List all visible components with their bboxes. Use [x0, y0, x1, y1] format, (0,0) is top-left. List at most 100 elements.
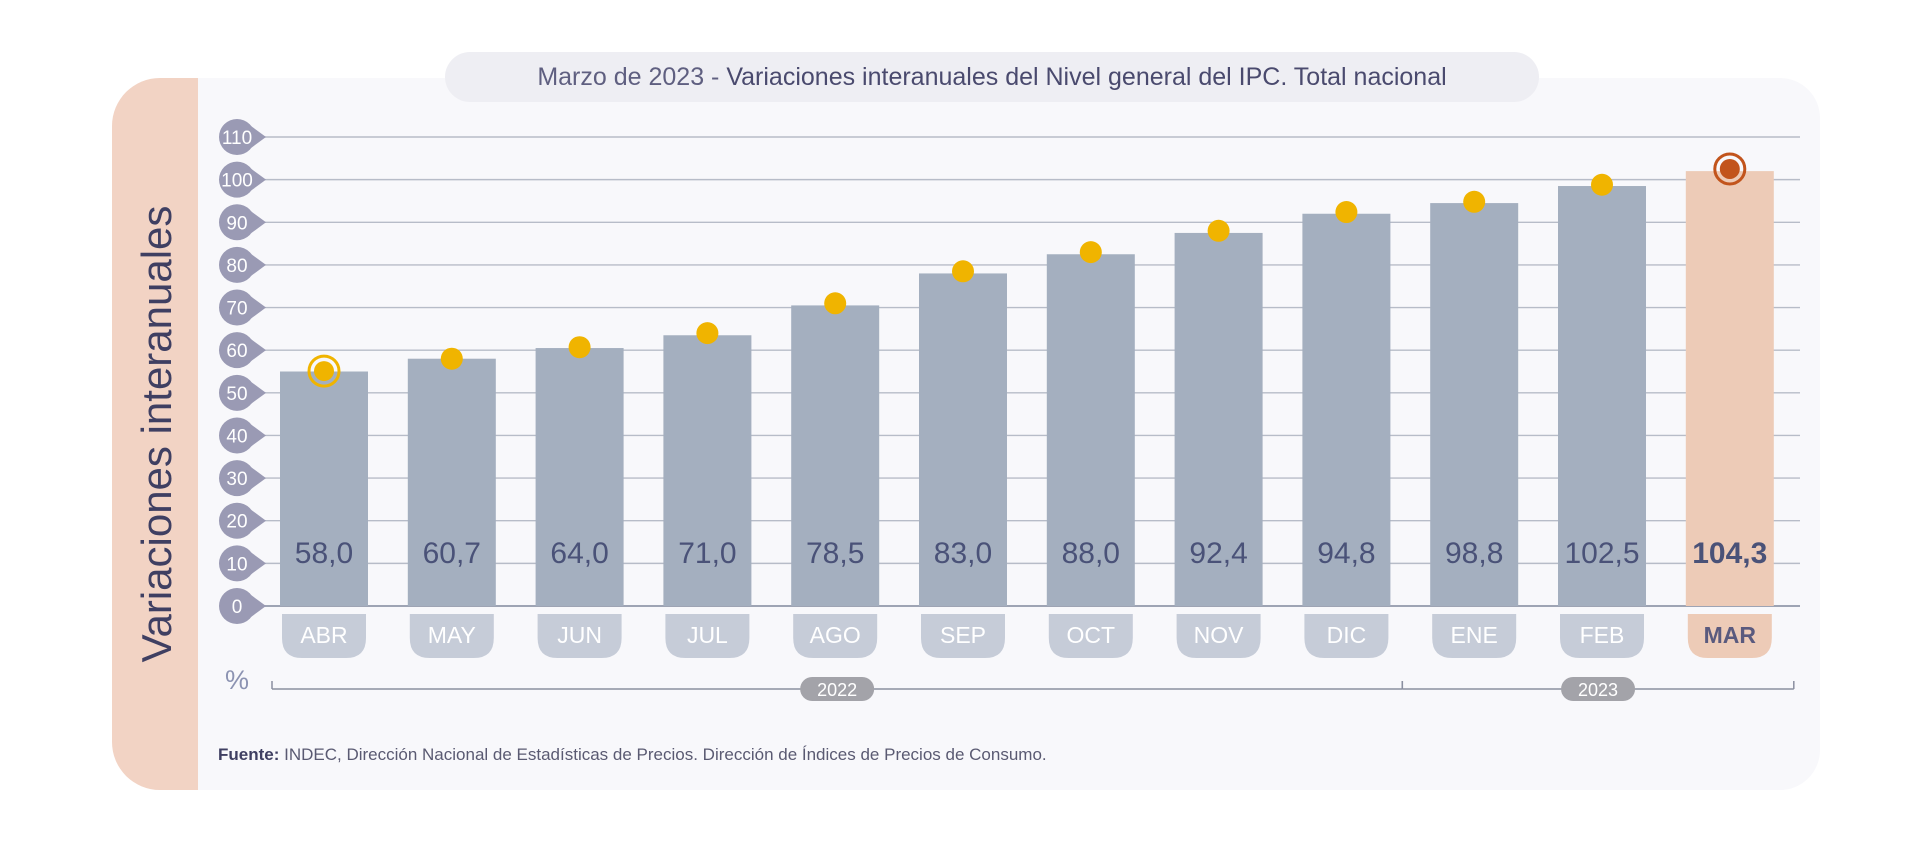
tick-bubble-pointer	[251, 126, 266, 148]
tick-bubble	[219, 204, 255, 241]
tick-bubble-pointer	[251, 296, 266, 319]
data-label: 78,5	[806, 537, 864, 570]
tick-bubble-pointer	[251, 467, 266, 490]
tick-bubble	[219, 588, 255, 624]
y-tick-label: 100	[221, 171, 253, 192]
tick-bubble-pointer	[251, 339, 266, 362]
tick-bubble-pointer	[251, 253, 266, 276]
bar	[535, 348, 624, 606]
year-label: 2023	[1578, 680, 1618, 700]
data-label: 88,0	[1062, 537, 1120, 570]
chart-title: Marzo de 2023 - Variaciones interanuales…	[445, 52, 1539, 102]
marker-point	[1207, 219, 1230, 242]
month-pill	[1304, 614, 1389, 658]
marker-point	[696, 322, 719, 345]
x-tick-label: MAY	[428, 622, 476, 648]
marker-point	[568, 336, 591, 359]
x-tick-label: DIC	[1327, 622, 1367, 648]
y-tick-label: 30	[226, 469, 247, 490]
y-tick-label: 110	[222, 128, 252, 149]
data-label: 60,7	[423, 537, 481, 570]
bar	[1046, 254, 1135, 606]
month-pill	[665, 614, 750, 658]
bar	[280, 371, 368, 606]
x-tick-label: MAR	[1704, 622, 1757, 648]
data-label: 71,0	[678, 537, 736, 570]
bar	[1685, 171, 1774, 607]
year-badge	[800, 677, 875, 701]
y-tick-label: 40	[226, 426, 247, 447]
tick-bubble	[219, 502, 255, 539]
tick-bubble-pointer	[251, 211, 266, 234]
marker-point	[1719, 158, 1740, 179]
marker-ring	[307, 354, 341, 388]
source-note: Fuente: INDEC, Dirección Nacional de Est…	[218, 745, 1047, 765]
month-pill	[1176, 614, 1261, 658]
y-tick-label: 90	[226, 213, 247, 234]
x-tick-label: AGO	[810, 622, 861, 648]
month-pill	[537, 614, 622, 658]
y-tick-label: 60	[226, 341, 247, 362]
data-label: 58,0	[295, 537, 353, 570]
bar	[919, 273, 1007, 606]
tick-bubble	[219, 119, 255, 155]
data-label: 92,4	[1189, 537, 1247, 570]
marker-point	[314, 361, 334, 382]
month-pill	[1560, 614, 1644, 658]
x-tick-label: FEB	[1580, 622, 1625, 648]
y-tick-label: 70	[226, 299, 247, 320]
tick-bubble	[219, 374, 255, 411]
marker-point	[440, 347, 463, 370]
marker-point	[1335, 201, 1358, 224]
year-label: 2022	[817, 680, 857, 700]
marker-point	[1079, 241, 1102, 264]
tick-bubble	[219, 545, 255, 582]
side-panel	[112, 78, 202, 790]
unit-label: %	[225, 665, 249, 695]
x-tick-label: OCT	[1067, 622, 1116, 648]
x-tick-label: NOV	[1194, 622, 1245, 648]
marker-point	[952, 260, 974, 283]
month-pill	[921, 614, 1005, 658]
bar	[1174, 232, 1263, 606]
x-tick-label: SEP	[940, 622, 986, 648]
tick-bubble	[219, 417, 255, 454]
tick-bubble-pointer	[251, 595, 266, 617]
y-tick-label: 80	[226, 256, 247, 277]
tick-bubble-pointer	[251, 168, 266, 191]
tick-bubble-pointer	[251, 509, 266, 532]
tick-bubble	[219, 332, 255, 369]
tick-bubble	[219, 460, 255, 497]
data-label: 98,8	[1445, 537, 1503, 570]
source-label: Fuente:	[218, 745, 280, 764]
bar	[663, 335, 752, 606]
marker-point	[1591, 173, 1613, 196]
year-badge	[1561, 677, 1636, 701]
title-period: Marzo de 2023	[537, 62, 705, 91]
month-pill	[1048, 614, 1133, 658]
x-tick-label: ABR	[300, 622, 347, 648]
tick-bubble	[219, 246, 255, 283]
bar	[791, 305, 880, 606]
title-separator: -	[704, 62, 727, 91]
marker-point	[1463, 190, 1486, 213]
tick-bubble-pointer	[251, 381, 266, 404]
y-tick-label: 0	[232, 597, 243, 618]
y-tick-label: 50	[226, 384, 247, 405]
marker-point	[824, 292, 847, 315]
x-tick-label: JUL	[687, 622, 728, 648]
y-tick-label: 10	[226, 554, 247, 575]
x-tick-label: ENE	[1451, 622, 1498, 648]
data-label: 104,3	[1692, 537, 1767, 570]
data-label: 102,5	[1564, 537, 1639, 570]
y-tick-label: 20	[226, 512, 247, 533]
data-label: 64,0	[550, 537, 608, 570]
tick-bubble	[219, 161, 255, 198]
bar	[407, 358, 496, 606]
month-pill	[409, 614, 494, 658]
title-main: Variaciones interanuales del Nivel gener…	[726, 62, 1447, 91]
month-pill	[793, 614, 878, 658]
bar	[1302, 213, 1391, 606]
